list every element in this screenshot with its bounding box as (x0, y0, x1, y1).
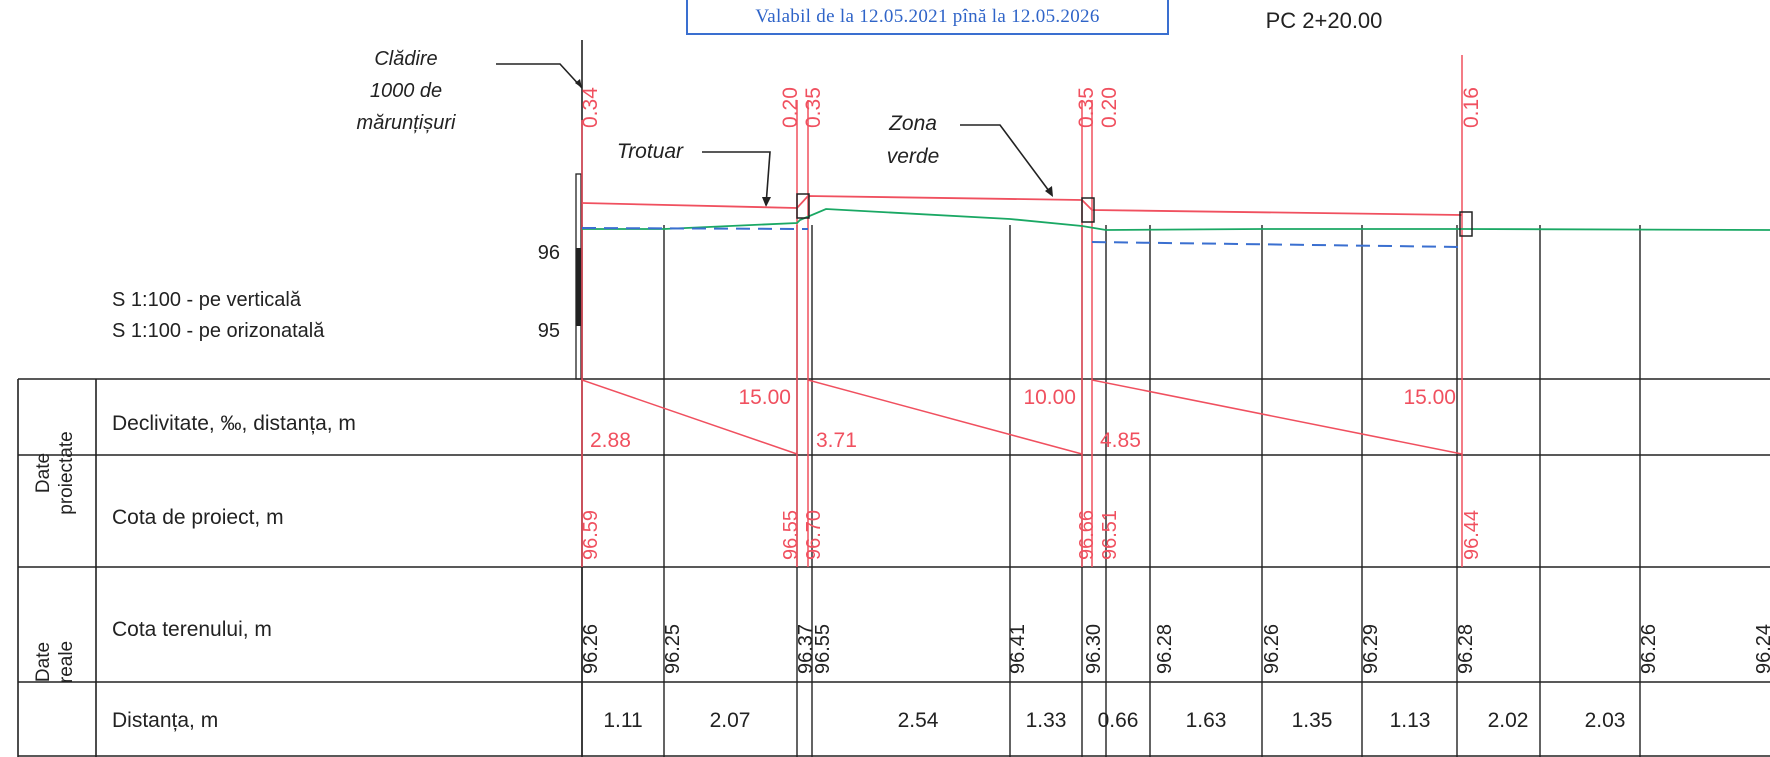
group-projected-line1: Date (33, 453, 54, 493)
elevation-tick-95: 95 (538, 320, 560, 342)
green-zone-leader-arrow (1045, 186, 1053, 197)
distance-value: 1.13 (1390, 709, 1431, 732)
scale-vertical: S 1:100 - pe verticală (112, 289, 302, 311)
green-zone-label-line2: verde (887, 145, 940, 168)
ground-elevation-value: 96.55 (812, 624, 834, 674)
slope-value: 4.85 (1100, 429, 1141, 452)
building-label-line3: mărunțișuri (357, 112, 456, 134)
ground-profile-line (582, 208, 1770, 231)
distance-value: 1.33 (1026, 709, 1067, 732)
distance-value: 0.66 (1098, 709, 1139, 732)
distance-value: 1.11 (603, 709, 642, 732)
ground-elevation-value: 96.28 (1154, 624, 1176, 674)
slope-distance: 10.00 (1023, 386, 1076, 409)
ground-elevation-value: 96.29 (1360, 624, 1382, 674)
design-elevation-value: 96.59 (580, 510, 602, 560)
green-zone-label-line1: Zona (888, 112, 937, 135)
slope-distance: 15.00 (738, 386, 791, 409)
building-wall-fill (576, 248, 581, 326)
profile-dynamic-layer: 0.34 0.20 0.35 0.35 0.20 0.162.8815.003.7110.… (579, 55, 1770, 757)
design-profile-line (581, 195, 1463, 216)
design-elevation-value: 96.66 (1076, 510, 1098, 560)
ground-elevation-value: 96.26 (580, 624, 602, 674)
distance-value: 2.07 (710, 709, 751, 732)
ground-elevation-value: 96.25 (662, 624, 684, 674)
station-label: PC 2+20.00 (1266, 8, 1383, 33)
row-label-distance: Distanța, m (112, 709, 218, 732)
ground-elevation-value: 96.26 (1261, 624, 1283, 674)
design-elevation-value: 96.44 (1461, 510, 1483, 560)
distance-value: 1.35 (1292, 709, 1333, 732)
row-label-design-elevation: Cota de proiect, m (112, 506, 284, 529)
validity-stamp: Valabil de la 12.05.2021 pînă la 12.05.2… (686, 0, 1169, 35)
distance-value: 2.54 (898, 709, 939, 732)
distance-value: 2.02 (1488, 709, 1529, 732)
ground-elevation-value: 96.30 (1083, 624, 1105, 674)
top-offset-label: 0.34 (579, 87, 602, 128)
green-zone-leader (960, 124, 1053, 196)
scale-horizontal: S 1:100 - pe orizonatală (112, 320, 325, 342)
group-projected-line2: proiectate (56, 431, 77, 514)
building-leader-arrow (575, 79, 582, 88)
sidewalk-label: Trotuar (617, 140, 684, 163)
top-offset-label: 0.35 (1075, 87, 1098, 128)
top-offset-label: 0.16 (1460, 87, 1483, 128)
ground-elevation-value: 96.26 (1638, 624, 1660, 674)
building-label-line2: 1000 de (370, 80, 442, 102)
top-offset-label: 0.35 (802, 87, 825, 128)
row-label-ground-elevation: Cota terenului, m (112, 618, 272, 641)
curb-marker (796, 193, 810, 219)
ground-elevation-value: 96.28 (1455, 624, 1477, 674)
slope-diagonal (807, 379, 1083, 455)
curb-marker (1459, 211, 1473, 237)
sidewalk-leader-arrow (762, 197, 771, 207)
building-label-line1: Clădire (374, 48, 437, 70)
design-elevation-value: 96.55 (780, 510, 802, 560)
group-projected-label: Date proiectate (33, 431, 77, 514)
ground-elevation-value: 96.24 (1753, 624, 1770, 674)
row-label-slope: Declivitate, ‰, distanța, m (112, 412, 356, 435)
slope-distance: 15.00 (1403, 386, 1456, 409)
building-leader (496, 63, 583, 89)
slope-value: 2.88 (590, 429, 631, 452)
top-offset-label: 0.20 (779, 87, 802, 128)
existing-line (1091, 241, 1463, 248)
ground-elevation-value: 96.37 (795, 624, 817, 674)
validity-stamp-text: Valabil de la 12.05.2021 pînă la 12.05.2… (755, 5, 1100, 27)
design-elevation-value: 96.51 (1099, 510, 1121, 560)
slope-value: 3.71 (816, 429, 857, 452)
existing-line (581, 227, 809, 230)
top-offset-label: 0.20 (1098, 87, 1121, 128)
distance-value: 2.03 (1585, 709, 1626, 732)
group-real-label: Date reale (33, 641, 77, 683)
slope-diagonal (581, 379, 798, 455)
distance-value: 1.63 (1186, 709, 1227, 732)
group-real-line1: Date (33, 642, 54, 682)
ground-elevation-value: 96.41 (1007, 624, 1029, 674)
slope-diagonal (1091, 379, 1463, 455)
sidewalk-leader (702, 151, 771, 206)
elevation-tick-96: 96 (538, 242, 560, 264)
design-elevation-value: 96.70 (803, 510, 825, 560)
group-real-line2: reale (56, 641, 77, 683)
curb-marker (1081, 197, 1095, 223)
